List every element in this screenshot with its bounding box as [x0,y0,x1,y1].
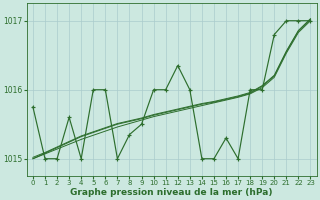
X-axis label: Graphe pression niveau de la mer (hPa): Graphe pression niveau de la mer (hPa) [70,188,273,197]
